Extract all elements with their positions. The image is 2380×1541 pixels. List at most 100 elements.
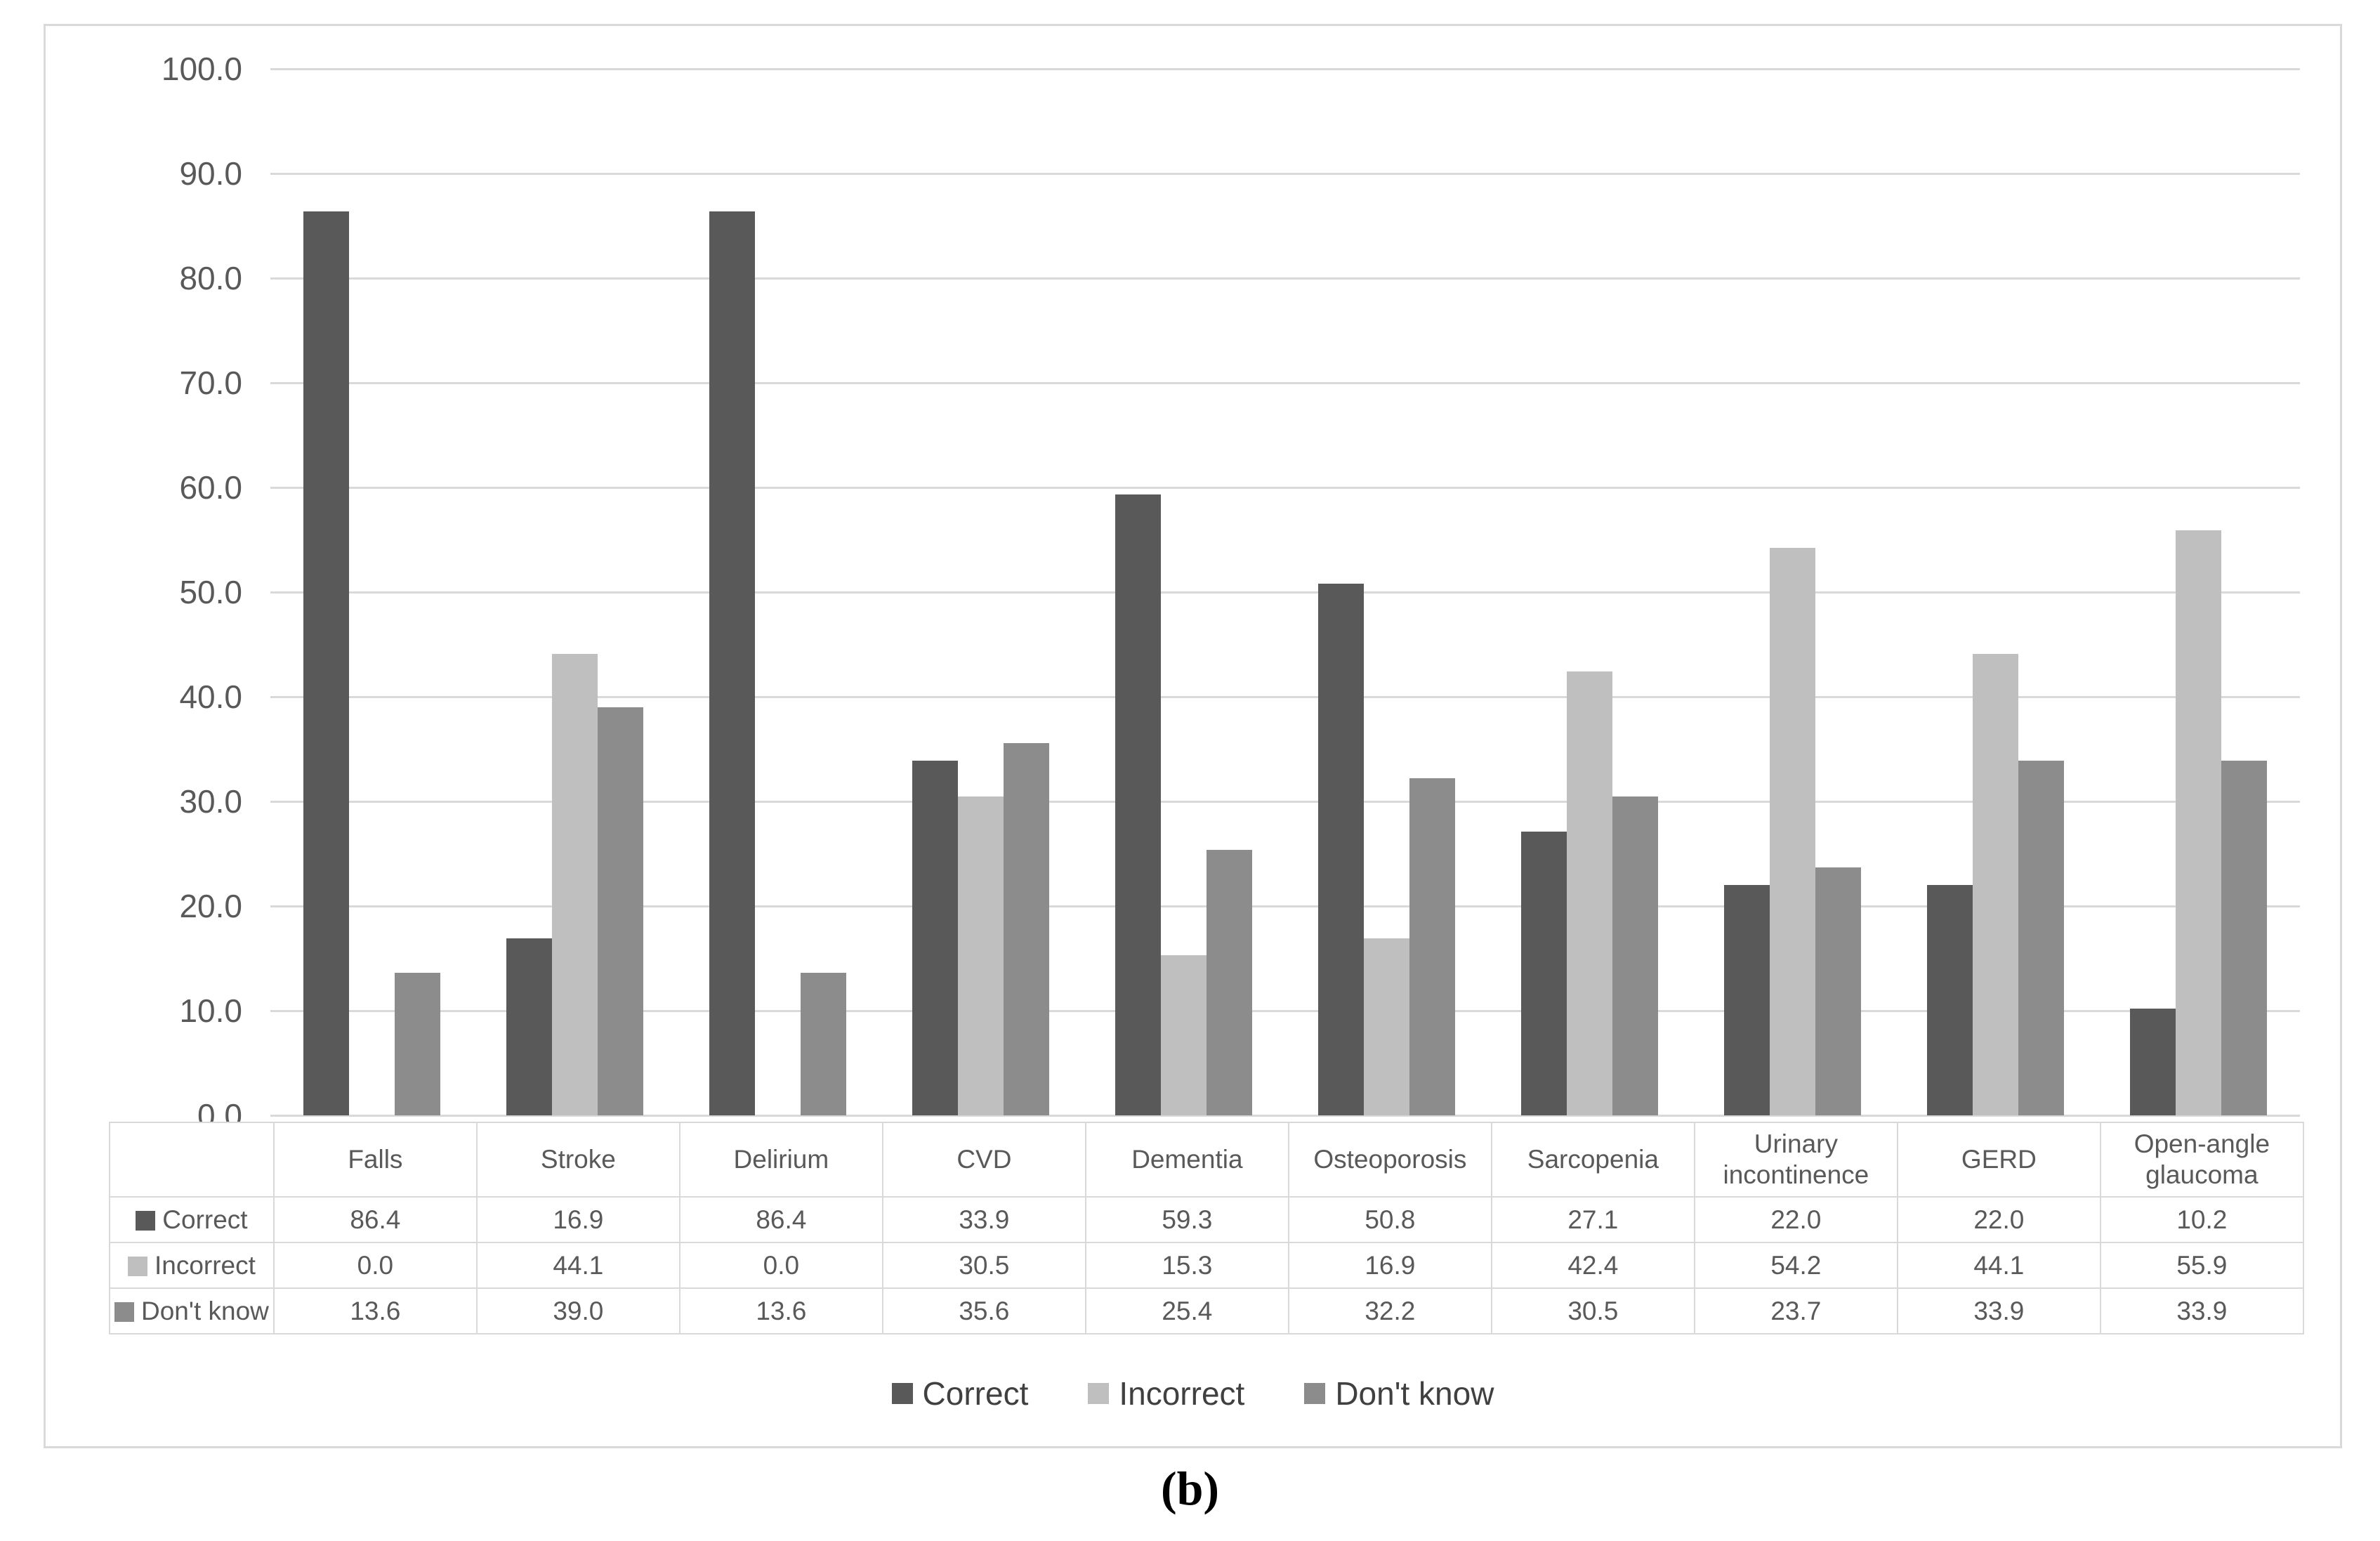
- bar-don-t-know-gerd: [2018, 761, 2064, 1115]
- bar-correct-delirium: [709, 211, 755, 1115]
- data-table-grid: Falls Stroke Delirium CVD Dementia Osteoporos…: [109, 1122, 2304, 1335]
- gridline: [270, 905, 2300, 907]
- bar-correct-sarcopenia: [1521, 832, 1567, 1115]
- legend-swatch-incorrect: [1088, 1383, 1110, 1404]
- bar-incorrect-dementia: [1161, 955, 1207, 1115]
- series-swatch-don-t-know: [114, 1301, 134, 1322]
- bar-don-t-know-urinary-incontinence: [1815, 867, 1861, 1115]
- gridline: [270, 800, 2300, 803]
- table-corner-blank: [109, 1122, 275, 1198]
- table-cell-don-t-know-stroke: 39.0: [475, 1287, 681, 1335]
- y-axis-tick-label: 30.0: [179, 783, 242, 820]
- table-column-header-delirium: Delirium: [678, 1122, 883, 1198]
- y-axis-tick-label: 10.0: [179, 992, 242, 1029]
- bar-correct-dementia: [1115, 494, 1161, 1115]
- table-cell-incorrect-urinary-incontinence: 54.2: [1693, 1242, 1898, 1289]
- table-column-header-sarcopenia: Sarcopenia: [1490, 1122, 1695, 1198]
- series-label: Incorrect: [154, 1250, 256, 1280]
- table-column-header-dementia: Dementia: [1084, 1122, 1289, 1198]
- table-cell-correct-delirium: 86.4: [678, 1196, 883, 1243]
- legend-swatch-correct: [891, 1383, 913, 1404]
- y-axis-tick-label: 20.0: [179, 888, 242, 924]
- table-cell-don-t-know-falls: 13.6: [272, 1287, 478, 1335]
- table-cell-correct-stroke: 16.9: [475, 1196, 681, 1243]
- table-cell-incorrect-open-angle-glaucoma: 55.9: [2099, 1242, 2304, 1289]
- figure-caption: (b): [1160, 1462, 1220, 1515]
- y-axis-tick-label: 100.0: [161, 51, 242, 87]
- series-label: Don't know: [141, 1296, 269, 1325]
- bar-correct-stroke: [506, 938, 552, 1115]
- table-row-correct: Correct 86.4 16.9 86.4 33.9 59.3 50.8 27.1 22.0 2…: [109, 1196, 2304, 1243]
- table-cell-correct-open-angle-glaucoma: 10.2: [2099, 1196, 2304, 1243]
- table-cell-correct-urinary-incontinence: 22.0: [1693, 1196, 1898, 1243]
- bar-correct-falls: [303, 211, 349, 1115]
- table-column-header-open-angle-glaucoma: Open-angle glaucoma: [2099, 1122, 2304, 1198]
- data-table: Falls Stroke Delirium CVD Dementia Osteoporos…: [109, 1122, 2304, 1335]
- bar-incorrect-urinary-incontinence: [1770, 548, 1815, 1115]
- gridline: [270, 1009, 2300, 1012]
- table-column-header-cvd: CVD: [881, 1122, 1086, 1198]
- table-cell-incorrect-cvd: 30.5: [881, 1242, 1086, 1289]
- bar-don-t-know-falls: [395, 973, 440, 1115]
- table-row-header-incorrect: Incorrect: [109, 1242, 275, 1289]
- table-cell-don-t-know-delirium: 13.6: [678, 1287, 883, 1335]
- table-column-header-osteoporosis: Osteoporosis: [1287, 1122, 1492, 1198]
- bar-don-t-know-stroke: [598, 707, 643, 1115]
- legend-label: Incorrect: [1119, 1375, 1245, 1412]
- bar-incorrect-sarcopenia: [1567, 671, 1612, 1115]
- table-cell-incorrect-sarcopenia: 42.4: [1490, 1242, 1695, 1289]
- table-column-header-falls: Falls: [272, 1122, 478, 1198]
- gridline: [270, 381, 2300, 384]
- bar-correct-osteoporosis: [1318, 584, 1364, 1115]
- gridline: [270, 695, 2300, 698]
- table-cell-correct-sarcopenia: 27.1: [1490, 1196, 1695, 1243]
- gridline: [270, 67, 2300, 70]
- table-cell-correct-falls: 86.4: [272, 1196, 478, 1243]
- table-cell-correct-cvd: 33.9: [881, 1196, 1086, 1243]
- table-column-header-gerd: GERD: [1896, 1122, 2101, 1198]
- bar-don-t-know-osteoporosis: [1409, 778, 1455, 1115]
- bar-incorrect-cvd: [958, 796, 1004, 1115]
- legend-item-incorrect: Incorrect: [1088, 1375, 1244, 1412]
- table-row-header-correct: Correct: [109, 1196, 275, 1243]
- bar-don-t-know-sarcopenia: [1612, 796, 1658, 1115]
- table-cell-incorrect-delirium: 0.0: [678, 1242, 883, 1289]
- series-label: Correct: [162, 1205, 248, 1234]
- gridline: [270, 486, 2300, 489]
- legend-swatch-don-t-know: [1304, 1383, 1326, 1404]
- table-cell-incorrect-osteoporosis: 16.9: [1287, 1242, 1492, 1289]
- y-axis-tick-label: 60.0: [179, 469, 242, 506]
- bar-incorrect-stroke: [552, 654, 598, 1115]
- legend-item-don-t-know: Don't know: [1304, 1375, 1494, 1412]
- plot-area: [270, 67, 2300, 1117]
- table-row-incorrect: Incorrect 0.0 44.1 0.0 30.5 15.3 16.9 42.4 54.2 4…: [109, 1242, 2304, 1289]
- bar-correct-gerd: [1927, 885, 1973, 1115]
- bar-incorrect-open-angle-glaucoma: [2176, 530, 2221, 1115]
- bar-incorrect-osteoporosis: [1364, 938, 1409, 1115]
- table-cell-don-t-know-osteoporosis: 32.2: [1287, 1287, 1492, 1335]
- gridline: [270, 277, 2300, 280]
- table-cell-incorrect-falls: 0.0: [272, 1242, 478, 1289]
- table-column-header-stroke: Stroke: [475, 1122, 681, 1198]
- legend-label: Don't know: [1335, 1375, 1494, 1412]
- gridline: [270, 591, 2300, 594]
- table-column-header-urinary-incontinence: Urinary incontinence: [1693, 1122, 1898, 1198]
- table-cell-don-t-know-open-angle-glaucoma: 33.9: [2099, 1287, 2304, 1335]
- series-swatch-correct: [136, 1210, 156, 1231]
- table-cell-incorrect-gerd: 44.1: [1896, 1242, 2101, 1289]
- series-swatch-incorrect: [127, 1256, 147, 1276]
- table-cell-don-t-know-sarcopenia: 30.5: [1490, 1287, 1695, 1335]
- legend-label: Correct: [922, 1375, 1029, 1412]
- gridline: [270, 172, 2300, 175]
- y-axis-tick-label: 90.0: [179, 155, 242, 192]
- y-axis-tick-label: 80.0: [179, 260, 242, 296]
- gridline: [270, 1114, 2300, 1117]
- bar-don-t-know-open-angle-glaucoma: [2221, 761, 2267, 1115]
- bar-correct-urinary-incontinence: [1724, 885, 1770, 1115]
- table-cell-incorrect-dementia: 15.3: [1084, 1242, 1289, 1289]
- y-axis-tick-label: 50.0: [179, 574, 242, 610]
- bar-incorrect-gerd: [1973, 654, 2018, 1115]
- y-axis-tick-label: 40.0: [179, 678, 242, 715]
- table-cell-correct-dementia: 59.3: [1084, 1196, 1289, 1243]
